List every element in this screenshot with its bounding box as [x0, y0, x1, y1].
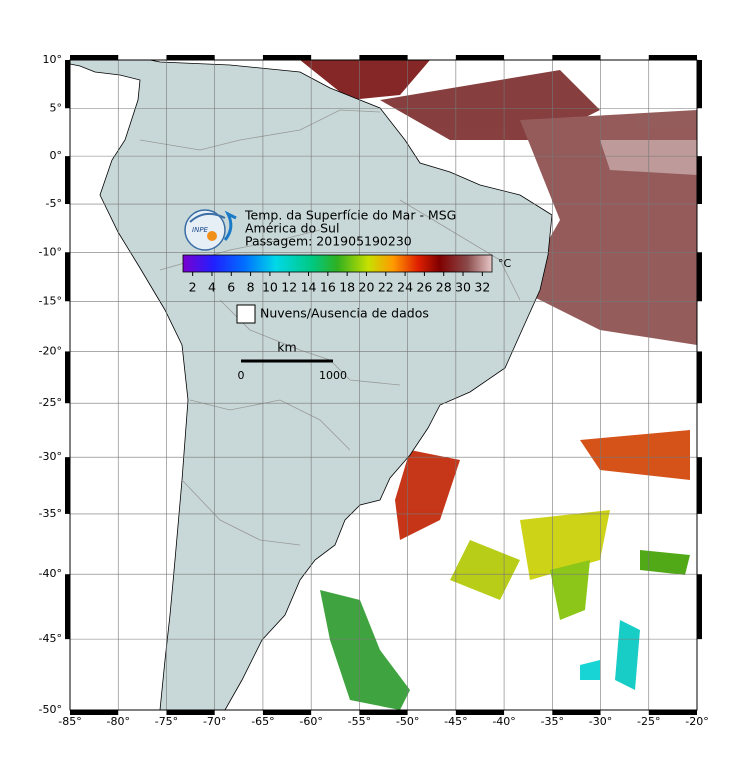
frame-segment — [65, 60, 70, 109]
frame-segment — [70, 710, 119, 715]
frame-segment — [262, 55, 312, 60]
scale-unit: km — [277, 340, 296, 355]
pass-time: Passagem: 201905190230 — [245, 234, 412, 249]
legend-label: Nuvens/Ausencia de dados — [260, 306, 429, 321]
frame-segment — [166, 55, 215, 60]
lon-label: -30° — [589, 715, 612, 728]
legend-swatch — [236, 304, 256, 324]
frame-segment — [65, 156, 70, 205]
frame-segment — [697, 457, 702, 514]
frame-segment — [65, 252, 70, 302]
colorbar-tick-label: 22 — [378, 280, 394, 295]
scale-label: 0 — [238, 369, 245, 382]
lon-label: -65° — [251, 715, 274, 728]
lat-label: -20° — [39, 344, 62, 357]
colorbar-tick-label: 28 — [436, 280, 452, 295]
colorbar-tick-label: 18 — [339, 280, 355, 295]
colorbar-unit: °C — [498, 257, 512, 270]
colorbar-tick-label: 8 — [247, 280, 255, 295]
colorbar-tick-label: 32 — [474, 280, 490, 295]
colorbar-tick-label: 14 — [301, 280, 317, 295]
frame-segment — [359, 55, 408, 60]
frame-segment — [697, 574, 702, 640]
map-body — [70, 60, 697, 710]
frame-segment — [552, 55, 601, 60]
lat-label: 10° — [43, 53, 63, 66]
frame-segment — [65, 351, 70, 404]
frame-segment — [262, 710, 312, 715]
colorbar-tick-label: 24 — [397, 280, 413, 295]
frame-segment — [697, 351, 702, 404]
lon-label: -20° — [685, 715, 708, 728]
frame-segment — [455, 710, 505, 715]
map-title: Temp. da Superfície do Mar - MSG — [244, 208, 456, 223]
sst-patches — [300, 60, 697, 710]
logo-text: INPE — [192, 226, 209, 234]
lat-label: -40° — [39, 567, 62, 580]
frame-segment — [65, 574, 70, 640]
colorbar-tick-label: 16 — [320, 280, 336, 295]
lon-label: -80° — [106, 715, 129, 728]
lat-label: -45° — [39, 632, 62, 645]
frame-segment — [65, 457, 70, 514]
lat-label: -5° — [46, 197, 62, 210]
lat-label: -10° — [39, 245, 62, 258]
lon-label: -85° — [58, 715, 81, 728]
lat-label: -25° — [39, 396, 62, 409]
frame-segment — [552, 710, 601, 715]
lat-label: 0° — [50, 149, 63, 162]
frame-segment — [697, 156, 702, 205]
lat-label: -15° — [39, 294, 62, 307]
lon-label: -70° — [203, 715, 226, 728]
lon-label: -75° — [155, 715, 178, 728]
frame-segment — [455, 55, 505, 60]
frame-segment — [697, 60, 702, 109]
lon-label: -25° — [637, 715, 660, 728]
lat-label: -30° — [39, 450, 62, 463]
lon-label: -40° — [492, 715, 515, 728]
scale-label: 1000 — [319, 369, 347, 382]
frame-ticks — [65, 55, 702, 715]
lat-label: -35° — [39, 507, 62, 520]
colorbar-tick-label: 10 — [262, 280, 278, 295]
frame-segment — [70, 55, 119, 60]
lon-label: -35° — [541, 715, 564, 728]
colorbar-tick-label: 12 — [281, 280, 297, 295]
frame-segment — [359, 710, 408, 715]
colorbar-ticks: 2 4 6 8 10 12 14 16 18 20 22 24 26 28 30 32 — [189, 272, 490, 295]
frame-segment — [166, 710, 215, 715]
frame-segment — [648, 710, 697, 715]
logo: INPE — [184, 209, 237, 251]
lon-label: -45° — [444, 715, 467, 728]
colorbar-tick-label: 2 — [189, 280, 197, 295]
colorbar-tick-label: 4 — [208, 280, 216, 295]
colorbar-tick-label: 26 — [416, 280, 432, 295]
frame-segment — [697, 252, 702, 302]
colorbar-tick-label: 30 — [455, 280, 471, 295]
colorbar-tick-label: 6 — [227, 280, 235, 295]
colorbar — [182, 254, 493, 273]
colorbar-tick-label: 20 — [359, 280, 375, 295]
lon-label: -60° — [299, 715, 322, 728]
frame-segment — [648, 55, 697, 60]
lat-label: -50° — [39, 703, 62, 716]
lon-label: -50° — [396, 715, 419, 728]
lon-label: -55° — [348, 715, 371, 728]
map-region: América do Sul — [245, 221, 339, 236]
lat-label: 5° — [50, 101, 63, 114]
